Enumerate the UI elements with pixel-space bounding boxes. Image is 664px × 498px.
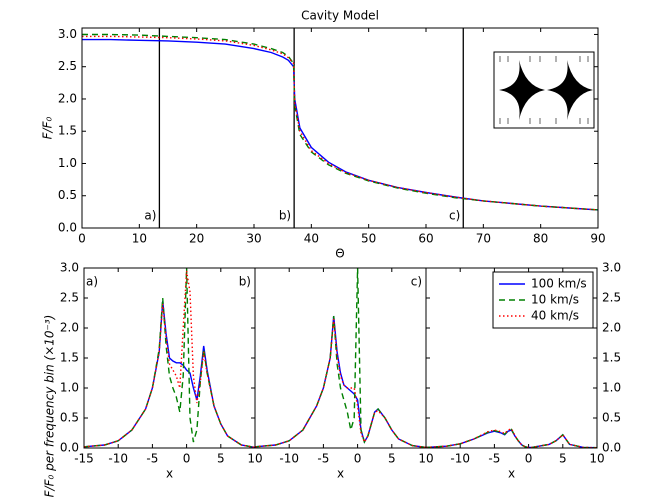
y-tick-label: 2.0	[60, 321, 79, 335]
y-tick-label: 0.5	[60, 411, 79, 425]
plot-frame	[425, 267, 598, 449]
y-tick-label: 0.5	[58, 188, 77, 202]
series-line	[84, 270, 255, 449]
y-tick-label: 2.0	[58, 91, 77, 105]
x-tick-label: 90	[590, 232, 605, 246]
y-tick-label: 2.0	[602, 321, 621, 335]
inset-shape	[499, 60, 545, 120]
y-tick-label: 1.0	[60, 381, 79, 395]
x-tick-label: 10	[132, 232, 147, 246]
panel-label: c)	[411, 275, 422, 289]
y-tick-label: 3.0	[602, 261, 621, 275]
x-tick-label: 20	[189, 232, 204, 246]
inset-diagram	[493, 51, 595, 129]
x-tick-label: -15	[74, 452, 94, 466]
x-tick-label: -5	[146, 452, 158, 466]
series-line	[255, 318, 426, 449]
series-line	[82, 35, 598, 211]
x-tick-label: -10	[450, 452, 470, 466]
y-tick-label: 2.5	[602, 291, 621, 305]
y-tick-label: 0.0	[602, 441, 621, 455]
y-axis-label: F/F₀ per frequency bin (×10⁻³)	[43, 315, 57, 498]
vline-label: c)	[449, 209, 460, 223]
x-tick-label: 10	[418, 452, 433, 466]
x-tick-label: 10	[589, 452, 604, 466]
series-line	[426, 427, 597, 449]
x-tick-label: 0	[525, 452, 533, 466]
vline-label: b)	[279, 209, 291, 223]
x-tick-label: 5	[559, 452, 567, 466]
y-tick-label: 2.5	[60, 291, 79, 305]
x-tick-label: -5	[317, 452, 329, 466]
x-axis-label: x	[166, 467, 173, 481]
x-tick-label: 5	[217, 452, 225, 466]
plot-frame	[81, 27, 599, 229]
panel-label: b)	[239, 275, 251, 289]
y-tick-label: 0.5	[602, 411, 621, 425]
series-line	[84, 300, 255, 449]
series-line	[255, 315, 426, 449]
x-tick-label: 70	[476, 232, 491, 246]
plot-frame	[254, 267, 427, 449]
x-tick-label: 80	[533, 232, 548, 246]
legend-label: 10 km/s	[531, 293, 579, 307]
x-tick-label: 0	[183, 452, 191, 466]
y-tick-label: 3.0	[58, 27, 77, 41]
y-tick-label: 3.0	[60, 261, 79, 275]
x-tick-label: 0	[354, 452, 362, 466]
y-tick-label: 1.0	[58, 156, 77, 170]
inset-shape	[547, 60, 593, 120]
x-tick-label: 0	[78, 232, 86, 246]
legend-label: 40 km/s	[531, 309, 579, 323]
y-tick-label: 0.0	[60, 441, 79, 455]
chart-title: Cavity Model	[301, 9, 379, 23]
y-tick-label: 0.0	[58, 221, 77, 235]
x-tick-label: 60	[418, 232, 433, 246]
x-axis-label: x	[337, 467, 344, 481]
y-tick-label: 1.0	[602, 381, 621, 395]
x-tick-label: 30	[246, 232, 261, 246]
x-tick-label: 50	[361, 232, 376, 246]
y-tick-label: 2.5	[58, 59, 77, 73]
y-tick-label: 1.5	[602, 351, 621, 365]
x-tick-label: -10	[279, 452, 299, 466]
panel-label: a)	[86, 275, 98, 289]
x-tick-label: 10	[247, 452, 262, 466]
y-tick-label: 1.5	[58, 124, 77, 138]
x-tick-label: -10	[108, 452, 128, 466]
series-line	[255, 267, 426, 449]
x-axis-label: Θ	[335, 247, 344, 261]
x-axis-label: x	[508, 467, 515, 481]
inset-arrows	[499, 56, 589, 124]
x-tick-label: -5	[488, 452, 500, 466]
legend-label: 100 km/s	[531, 277, 587, 291]
x-tick-label: 40	[304, 232, 319, 246]
x-tick-label: 5	[388, 452, 396, 466]
y-tick-label: 1.5	[60, 351, 79, 365]
y-axis-label: F/F₀	[41, 116, 55, 139]
vline-label: a)	[144, 209, 156, 223]
